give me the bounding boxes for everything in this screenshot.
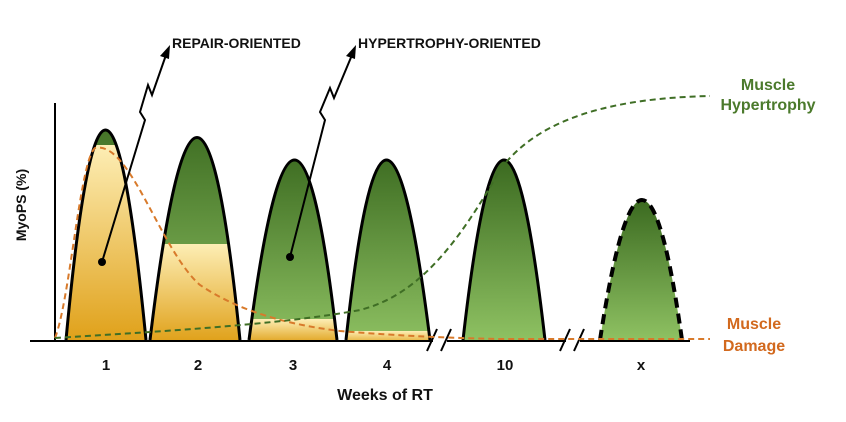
- peak-week-x: [598, 198, 684, 341]
- week-tick-4: 4: [383, 357, 392, 374]
- week-tick-3: 3: [289, 357, 297, 374]
- y-axis-label: MyoPS (%): [13, 169, 29, 241]
- muscle-hypertrophy-label-line2: Hypertrophy: [720, 97, 815, 114]
- peak-week-2: [148, 136, 242, 341]
- peak-week-4: [344, 158, 432, 341]
- x-axis-label: Weeks of RT: [337, 387, 433, 404]
- muscle-hypertrophy-curve: [54, 95, 711, 339]
- muscle-damage-label-line2: Damage: [723, 338, 785, 355]
- x-axis: [30, 328, 690, 352]
- hypertrophy-oriented-label: HYPERTROPHY-ORIENTED: [358, 35, 541, 51]
- hypertrophy-pointer: [286, 45, 356, 261]
- repair-oriented-label: REPAIR-ORIENTED: [172, 35, 301, 51]
- repair-pointer: [98, 45, 170, 266]
- week-tick-10: 10: [497, 357, 514, 374]
- muscle-damage-label-line1: Muscle: [727, 316, 781, 333]
- muscle-damage-curve: [54, 146, 710, 340]
- week-tick-2: 2: [194, 357, 202, 374]
- muscle-hypertrophy-label-line1: Muscle: [741, 77, 795, 94]
- peak-week-10: [461, 158, 547, 341]
- week-tick-1: 1: [102, 357, 110, 374]
- week-tick-x: x: [637, 357, 646, 374]
